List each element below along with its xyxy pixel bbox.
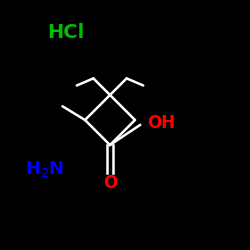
Text: O: O — [103, 174, 117, 192]
Text: HCl: HCl — [48, 23, 85, 42]
Text: H$_2$N: H$_2$N — [25, 159, 64, 179]
Text: OH: OH — [148, 114, 176, 132]
